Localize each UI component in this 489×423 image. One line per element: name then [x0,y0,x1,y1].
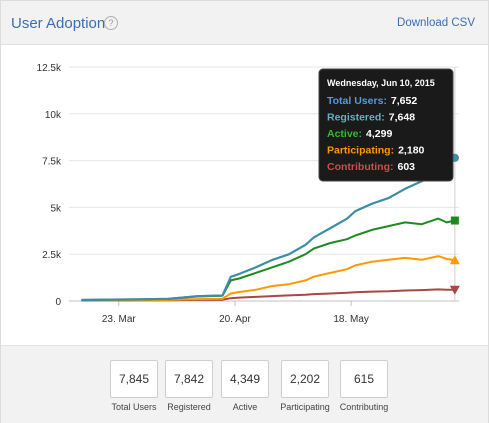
y-tick-label: 2.5k [42,250,62,261]
question-circle-icon[interactable]: ? [104,16,118,30]
y-tick-label: 5k [50,203,62,214]
stat-active: 4,349 Active [220,360,270,412]
axes: 0 2.5k 5k 7.5k 10k 12.5k 23. Mar 20. Apr 18. May [37,63,369,325]
stat-label: Contributing [339,402,389,412]
y-tick-label: 0 [55,297,61,308]
y-tick-label: 12.5k [37,63,62,74]
tooltip-row: Participating: 2,180 [327,145,425,157]
stat-label: Active [232,402,258,412]
download-csv-link[interactable]: Download CSV [397,17,475,29]
tooltip-row-value: 7,648 [389,112,415,124]
stat-value: 615 [340,360,388,398]
stat-value: 4,349 [221,360,269,398]
tooltip-row-label: Active: [327,128,362,140]
tooltip-row-label: Participating: [327,145,394,157]
tooltip-row: Total Users: 7,652 [327,95,417,107]
stat-value: 2,202 [281,360,329,398]
adoption-line-chart[interactable]: 0 2.5k 5k 7.5k 10k 12.5k 23. Mar 20. Apr 18. May… [1,45,488,345]
tooltip-row: Contributing: 603 [327,161,415,173]
grid [69,66,459,302]
stat-value: 7,845 [110,360,158,398]
series-marker [449,255,460,265]
series-marker [450,216,459,225]
y-tick-label: 7.5k [42,157,62,168]
stat-participating: 2,202 Participating [280,360,330,412]
series-line [81,255,456,302]
stat-label: Total Users [111,402,157,412]
series-line [81,157,456,301]
tooltip: Wednesday, Jun 10, 2015 Total Users: 7,652… [318,68,454,182]
tooltip-box [318,68,454,182]
tooltip-row-label: Registered: [327,112,385,124]
x-tick-label: 20. Apr [219,314,251,325]
y-tick-label: 10k [45,110,62,121]
stat-label: Registered [167,402,211,412]
card-title: User Adoption [11,15,106,32]
tooltip-row-value: 7,652 [391,95,417,107]
stat-total-users: 7,845 Total Users [109,360,159,412]
card-header: User Adoption ? Download CSV [1,1,488,45]
summary-bar: 7,845 Total Users 7,842 Registered 4,349… [1,345,488,423]
x-tick-label: 23. Mar [102,314,137,325]
tooltip-row-label: Contributing: [327,161,393,173]
stat-contributing: 615 Contributing [339,360,389,412]
stat-label: Participating [280,402,330,412]
tooltip-row-value: 603 [397,161,415,173]
series-marker [449,285,460,295]
stat-value: 7,842 [165,360,213,398]
stat-registered: 7,842 Registered [164,360,214,412]
tooltip-row-value: 2,180 [398,145,424,157]
tooltip-date: Wednesday, Jun 10, 2015 [327,78,435,88]
chart-area: 0 2.5k 5k 7.5k 10k 12.5k 23. Mar 20. Apr 18. May… [1,45,488,345]
x-tick-label: 18. May [333,314,369,325]
tooltip-row-value: 4,299 [366,128,392,140]
tooltip-row: Active: 4,299 [327,128,392,140]
tooltip-row: Registered: 7,648 [327,112,415,124]
tooltip-row-label: Total Users: [327,95,387,107]
series-lines [81,153,460,302]
